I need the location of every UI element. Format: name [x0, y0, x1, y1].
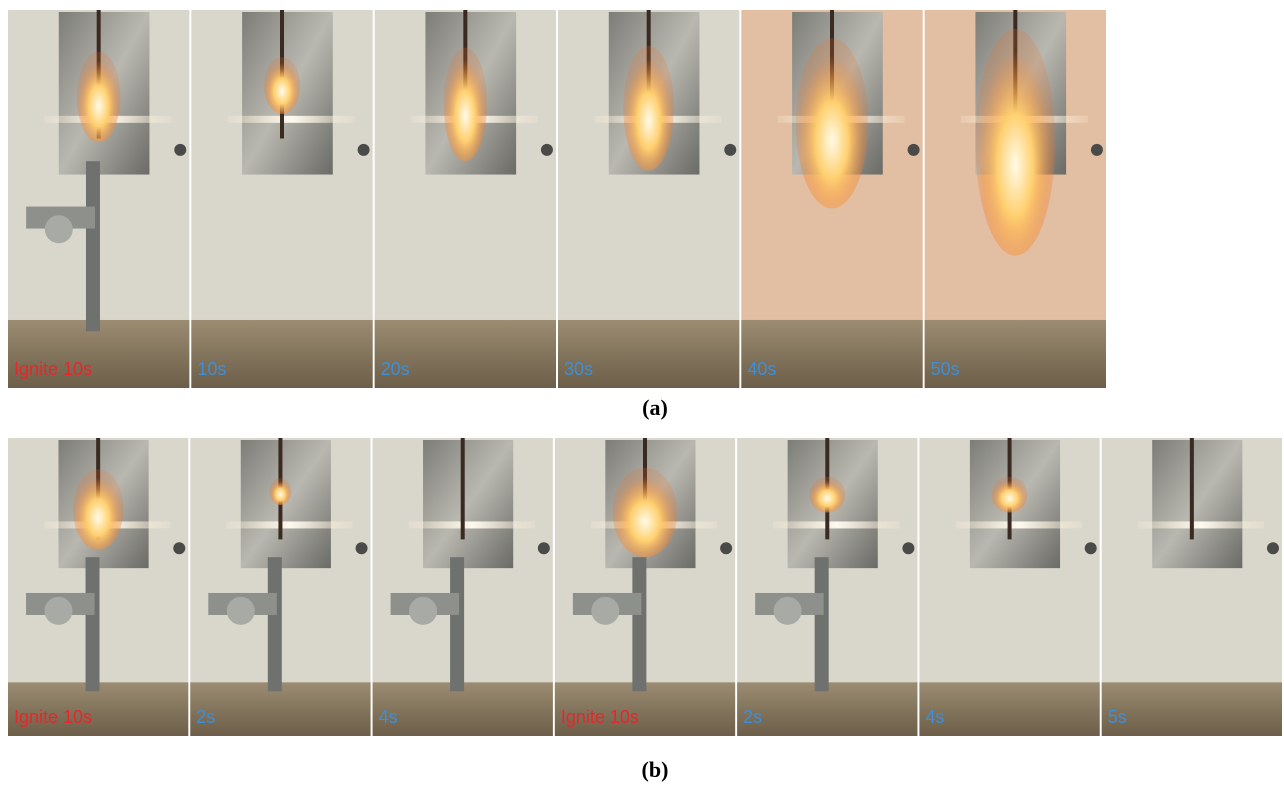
floor — [1102, 682, 1282, 736]
metal-plate — [241, 440, 331, 568]
flame — [264, 57, 300, 114]
wall-bolt — [1085, 542, 1097, 554]
burner-knob — [591, 597, 619, 625]
flame — [444, 48, 488, 161]
metal-plate — [1152, 440, 1242, 568]
flame — [992, 477, 1028, 513]
burner-body — [268, 557, 282, 691]
burner-knob — [409, 597, 437, 625]
wall-bolt — [173, 542, 185, 554]
burner-body — [632, 557, 646, 691]
panel-label: Ignite 10s — [561, 707, 639, 727]
flame — [809, 477, 845, 513]
wall-bolt — [720, 542, 732, 554]
wall-bolt — [174, 144, 186, 156]
panel-label: 10s — [197, 359, 226, 379]
caption: (b) — [642, 757, 669, 782]
flame — [270, 478, 292, 505]
burner-body — [86, 557, 100, 691]
light-streak — [955, 521, 1081, 528]
flame — [796, 38, 869, 208]
light-streak — [773, 521, 899, 528]
flame — [623, 46, 674, 171]
panel-label: 40s — [747, 359, 776, 379]
wall-bolt — [724, 144, 736, 156]
photo-panel: 20s — [375, 10, 556, 388]
burner-body — [450, 557, 464, 691]
photo-panel: 2s — [737, 438, 917, 736]
flame — [73, 469, 123, 549]
wall-bolt — [541, 144, 553, 156]
panel-label: Ignite 10s — [14, 359, 92, 379]
burner-knob — [774, 597, 802, 625]
photo-panel: 50s — [925, 10, 1106, 388]
figure: Ignite 10s 10s 20s 30s 40s 50s (a) Ignite 10s 2s… — [0, 0, 1284, 806]
light-streak — [228, 116, 355, 123]
light-streak — [1138, 521, 1264, 528]
photo-panel: 30s — [558, 10, 739, 388]
floor — [919, 682, 1099, 736]
flame — [77, 52, 121, 143]
photo-panel: 10s — [191, 10, 372, 388]
photo-panel: Ignite 10s — [8, 438, 188, 736]
photo-panel: 4s — [919, 438, 1099, 736]
panel-label: 30s — [564, 359, 593, 379]
photo-panel: 2s — [190, 438, 370, 736]
flame — [975, 29, 1055, 256]
wall-bolt — [1267, 542, 1279, 554]
burner-body — [815, 557, 829, 691]
wall-bolt — [1091, 144, 1103, 156]
photo-panel: 40s — [741, 10, 922, 388]
burner-body — [86, 161, 100, 331]
panel-label: 4s — [925, 707, 944, 727]
burner-knob — [45, 215, 73, 243]
caption: (a) — [642, 395, 668, 420]
wall-bolt — [356, 542, 368, 554]
panel-label: 4s — [379, 707, 398, 727]
burner-knob — [227, 597, 255, 625]
burner-knob — [44, 597, 72, 625]
photo-panel: Ignite 10s — [8, 10, 189, 388]
photo-panel: 4s — [373, 438, 553, 736]
wall-bolt — [538, 542, 550, 554]
photo-panel: Ignite 10s — [555, 438, 735, 736]
light-streak — [409, 521, 535, 528]
wall-bolt — [908, 144, 920, 156]
wall-bolt — [358, 144, 370, 156]
panel-label: 20s — [381, 359, 410, 379]
wall-bolt — [902, 542, 914, 554]
light-streak — [226, 521, 352, 528]
panel-label: 50s — [931, 359, 960, 379]
panel-label: 2s — [196, 707, 215, 727]
panel-label: 2s — [743, 707, 762, 727]
metal-plate — [423, 440, 513, 568]
photo-panel: 5s — [1102, 438, 1282, 736]
panel-label: Ignite 10s — [14, 707, 92, 727]
flame — [613, 468, 678, 557]
panel-label: 5s — [1108, 707, 1127, 727]
